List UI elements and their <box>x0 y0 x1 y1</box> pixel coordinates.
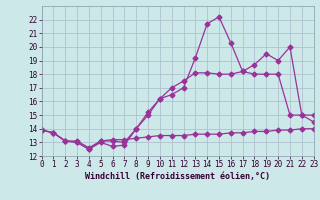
X-axis label: Windchill (Refroidissement éolien,°C): Windchill (Refroidissement éolien,°C) <box>85 172 270 181</box>
